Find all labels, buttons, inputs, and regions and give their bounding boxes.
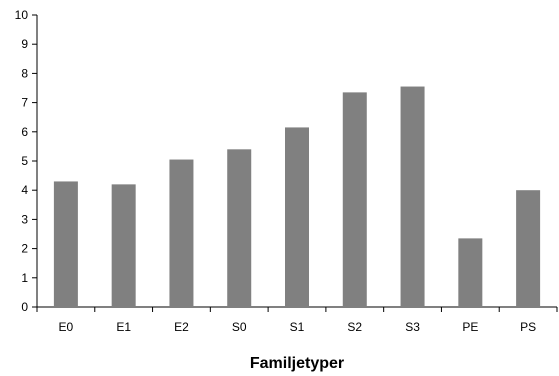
y-tick-label: 6 <box>21 125 28 139</box>
y-tick-label: 2 <box>21 242 28 256</box>
x-tick-label: S0 <box>232 320 247 334</box>
bar-s0 <box>227 149 252 307</box>
x-tick-label: E2 <box>174 320 189 334</box>
x-tick-label: E1 <box>116 320 131 334</box>
y-tick-label: 3 <box>21 212 28 226</box>
bar-s3 <box>400 86 425 307</box>
x-axis: E0 E1 E2 S0 S1 S2 S3 PE PS <box>36 306 558 334</box>
x-axis-title: Familjetyper <box>250 355 344 372</box>
bar-pe <box>458 238 483 307</box>
bar-e1 <box>111 184 136 307</box>
y-axis: 0 1 2 3 4 5 6 7 8 9 10 <box>15 8 38 314</box>
bar-s1 <box>285 127 309 307</box>
x-tick-label: S3 <box>405 320 420 334</box>
x-tick-label: E0 <box>59 320 74 334</box>
y-tick-label: 0 <box>21 300 28 314</box>
bar-e2 <box>169 159 194 307</box>
y-tick-label: 5 <box>21 154 28 168</box>
y-tick-label: 10 <box>15 8 29 22</box>
bar-e0 <box>53 181 78 307</box>
x-tick-label: PE <box>462 320 478 334</box>
y-tick-label: 9 <box>21 37 28 51</box>
x-tick-label: S1 <box>290 320 305 334</box>
x-tick-label: PS <box>520 320 536 334</box>
x-tick-label: S2 <box>347 320 362 334</box>
y-tick-label: 8 <box>21 66 28 80</box>
bar-s2 <box>342 92 367 307</box>
bars <box>53 86 541 307</box>
y-tick-label: 7 <box>21 96 28 110</box>
y-tick-label: 4 <box>21 183 28 197</box>
y-tick-label: 1 <box>21 271 28 285</box>
bar-ps <box>516 190 541 307</box>
